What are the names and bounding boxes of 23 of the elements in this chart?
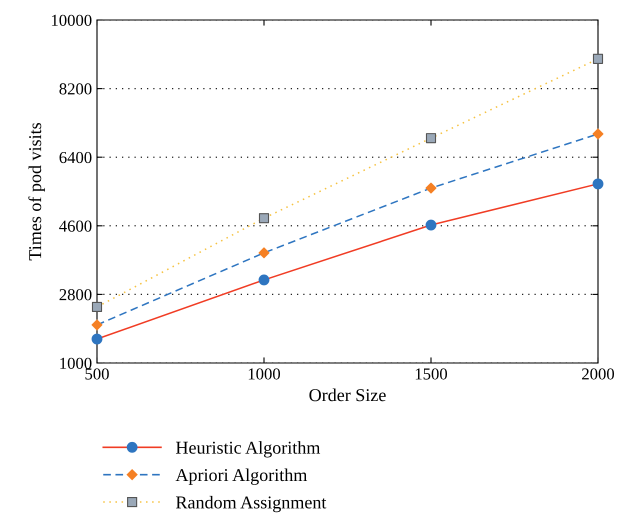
x-axis-title: Order Size bbox=[309, 388, 386, 402]
point bbox=[592, 54, 604, 64]
x-tick-label: 500 bbox=[85, 368, 109, 380]
x-tick-label: 1000 bbox=[248, 368, 280, 380]
legend-label: Apriori Algorithm bbox=[176, 468, 308, 485]
y-tick-label: 2800 bbox=[60, 289, 92, 300]
point bbox=[426, 133, 436, 144]
y-tick-label: 8200 bbox=[59, 83, 92, 95]
y-tick-label: 1000 bbox=[60, 358, 92, 369]
y-tick-label: 10000 bbox=[52, 14, 92, 26]
point bbox=[258, 247, 270, 258]
point bbox=[592, 128, 604, 140]
y-axis-title: Times of pod visits bbox=[28, 123, 45, 260]
y-tick-label: 4600 bbox=[59, 220, 92, 232]
legend-label: Heuristic Algorithm bbox=[176, 441, 320, 458]
point bbox=[426, 182, 436, 194]
point bbox=[92, 319, 102, 330]
point bbox=[92, 302, 102, 312]
legend-label: Random Assignment bbox=[176, 496, 326, 512]
point bbox=[258, 213, 270, 224]
y-tick-label: 6400 bbox=[60, 152, 92, 164]
x-tick-label: 2000 bbox=[582, 368, 614, 380]
x-tick-label: 1500 bbox=[416, 368, 448, 380]
